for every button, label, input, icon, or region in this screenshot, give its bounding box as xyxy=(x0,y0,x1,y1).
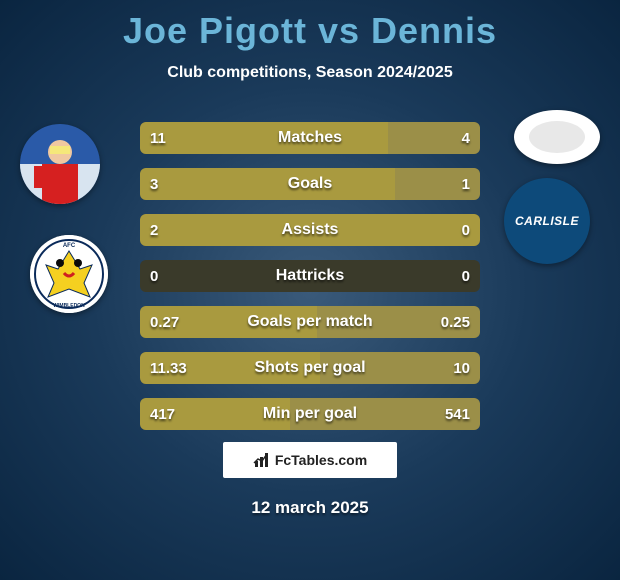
bar-fill-right xyxy=(320,352,480,384)
footer-date: 12 march 2025 xyxy=(0,498,620,518)
stats-bars: 114Matches 31Goals 20Assists 0 0Hattricks 0.2… xyxy=(140,122,480,444)
stat-row: 20Assists xyxy=(140,214,480,246)
svg-text:WIMBLEDON: WIMBLEDON xyxy=(53,303,85,309)
footer-logo: FcTables.com xyxy=(223,442,397,478)
bar-fill-left xyxy=(140,398,290,430)
stat-value-left: 0 xyxy=(140,260,168,292)
footer-logo-text: FcTables.com xyxy=(275,452,367,468)
stat-row: 417541Min per goal xyxy=(140,398,480,430)
bar-fill-right xyxy=(388,122,480,154)
stat-value-right: 0 xyxy=(452,260,480,292)
bar-fill-left xyxy=(140,306,317,338)
bar-fill-right xyxy=(290,398,480,430)
player1-avatar xyxy=(20,124,100,204)
stat-row: 11.3310Shots per goal xyxy=(140,352,480,384)
page-title: Joe Pigott vs Dennis xyxy=(0,0,620,52)
bar-fill-left xyxy=(140,352,320,384)
bar-fill-left xyxy=(140,122,388,154)
stat-label: Hattricks xyxy=(140,260,480,292)
club2-label: CARLISLE xyxy=(515,214,579,228)
bar-fill-left xyxy=(140,214,480,246)
page-subtitle: Club competitions, Season 2024/2025 xyxy=(0,64,620,82)
player2-avatar xyxy=(514,110,600,164)
club1-badge: AFC WIMBLEDON xyxy=(30,235,108,313)
stat-row: 0 0Hattricks xyxy=(140,260,480,292)
stat-row: 0.270.25Goals per match xyxy=(140,306,480,338)
chart-icon xyxy=(253,451,271,469)
stat-row: 31Goals xyxy=(140,168,480,200)
stat-row: 114Matches xyxy=(140,122,480,154)
bar-fill-right xyxy=(317,306,480,338)
bar-fill-right xyxy=(395,168,480,200)
club2-badge: CARLISLE xyxy=(504,178,590,264)
bar-fill-left xyxy=(140,168,395,200)
svg-text:AFC: AFC xyxy=(63,243,76,249)
